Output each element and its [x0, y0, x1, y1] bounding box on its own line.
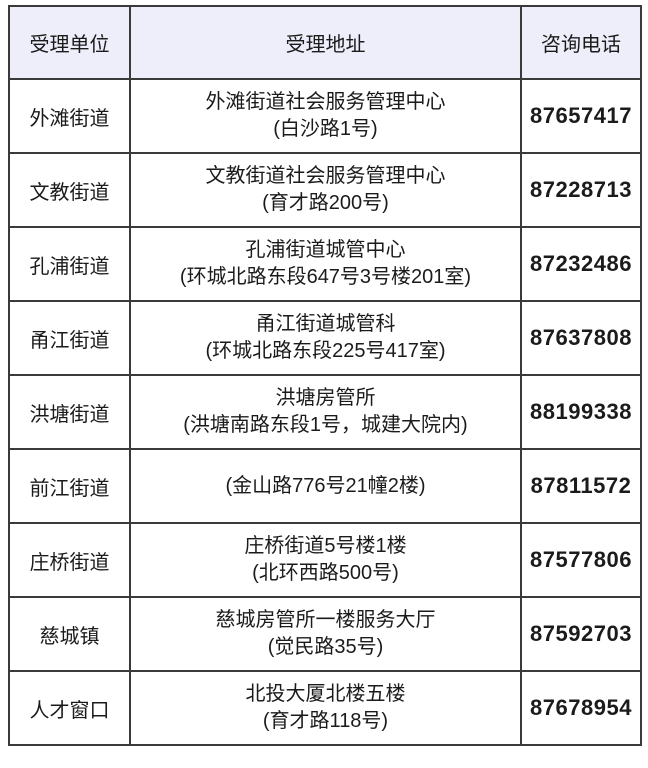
address-line1: 慈城房管所一楼服务大厅	[215, 609, 436, 631]
table-row: 外滩街道 外滩街道社会服务管理中心 (白沙路1号) 87657417	[8, 78, 642, 154]
phone-cell: 87811572	[520, 448, 642, 524]
address-cell: 文教街道社会服务管理中心 (育才路200号)	[129, 152, 522, 228]
address-line2: (环城北路东段647号3号楼201室)	[179, 266, 472, 288]
table-row: 孔浦街道 孔浦街道城管中心 (环城北路东段647号3号楼201室) 87232486	[8, 226, 642, 302]
address-line2: (环城北路东段225号417室)	[205, 340, 446, 362]
contact-table: 受理单位 受理地址 咨询电话 外滩街道 外滩街道社会服务管理中心 (白沙路1号) 87…	[8, 5, 642, 746]
address-line2: (育才路200号)	[262, 192, 389, 214]
address-line1: 孔浦街道城管中心	[245, 239, 406, 261]
unit-cell: 前江街道	[8, 448, 131, 524]
header-unit: 受理单位	[8, 5, 131, 80]
unit-cell: 孔浦街道	[8, 226, 131, 302]
address-cell: 慈城房管所一楼服务大厅 (觉民路35号)	[129, 596, 522, 672]
phone-cell: 88199338	[520, 374, 642, 450]
unit-cell: 甬江街道	[8, 300, 131, 376]
contact-table-container: 受理单位 受理地址 咨询电话 外滩街道 外滩街道社会服务管理中心 (白沙路1号) 87…	[8, 5, 642, 746]
address-cell: 外滩街道社会服务管理中心 (白沙路1号)	[129, 78, 522, 154]
table-body: 外滩街道 外滩街道社会服务管理中心 (白沙路1号) 87657417 文教街道 文教街道社…	[8, 78, 642, 746]
address-line2: (北环西路500号)	[252, 562, 399, 584]
address-line2: (洪塘南路东段1号，城建大院内)	[183, 414, 468, 436]
address-line1: 庄桥街道5号楼1楼	[244, 535, 407, 557]
table-row: 洪塘街道 洪塘房管所 (洪塘南路东段1号，城建大院内) 88199338	[8, 374, 642, 450]
table-row: 甬江街道 甬江街道城管科 (环城北路东段225号417室) 87637808	[8, 300, 642, 376]
unit-cell: 文教街道	[8, 152, 131, 228]
address-line2: (觉民路35号)	[267, 636, 384, 658]
phone-cell: 87678954	[520, 670, 642, 746]
unit-cell: 慈城镇	[8, 596, 131, 672]
header-row: 受理单位 受理地址 咨询电话	[8, 5, 642, 80]
table-row: 庄桥街道 庄桥街道5号楼1楼 (北环西路500号) 87577806	[8, 522, 642, 598]
header-phone: 咨询电话	[520, 5, 642, 80]
table-row: 人才窗口 北投大厦北楼五楼 (育才路118号) 87678954	[8, 670, 642, 746]
unit-cell: 庄桥街道	[8, 522, 131, 598]
phone-cell: 87577806	[520, 522, 642, 598]
address-cell: 北投大厦北楼五楼 (育才路118号)	[129, 670, 522, 746]
address-line1: 文教街道社会服务管理中心	[205, 165, 446, 187]
address-line2: (育才路118号)	[262, 710, 389, 732]
phone-cell: 87232486	[520, 226, 642, 302]
unit-cell: 外滩街道	[8, 78, 131, 154]
table-row: 文教街道 文教街道社会服务管理中心 (育才路200号) 87228713	[8, 152, 642, 228]
address-line1: 甬江街道城管科	[255, 313, 396, 335]
address-line1: 外滩街道社会服务管理中心	[205, 91, 446, 113]
phone-cell: 87637808	[520, 300, 642, 376]
table-row: 前江街道 (金山路776号21幢2楼) 87811572	[8, 448, 642, 524]
table-row: 慈城镇 慈城房管所一楼服务大厅 (觉民路35号) 87592703	[8, 596, 642, 672]
address-line1: 北投大厦北楼五楼	[245, 683, 406, 705]
address-cell: 孔浦街道城管中心 (环城北路东段647号3号楼201室)	[129, 226, 522, 302]
phone-cell: 87657417	[520, 78, 642, 154]
unit-cell: 人才窗口	[8, 670, 131, 746]
unit-cell: 洪塘街道	[8, 374, 131, 450]
address-cell: 庄桥街道5号楼1楼 (北环西路500号)	[129, 522, 522, 598]
address-cell: 甬江街道城管科 (环城北路东段225号417室)	[129, 300, 522, 376]
phone-cell: 87228713	[520, 152, 642, 228]
address-line1: (金山路776号21幢2楼)	[225, 474, 426, 497]
phone-cell: 87592703	[520, 596, 642, 672]
address-line1: 洪塘房管所	[275, 387, 376, 409]
address-cell: (金山路776号21幢2楼)	[129, 448, 522, 524]
header-address: 受理地址	[129, 5, 522, 80]
address-line2: (白沙路1号)	[273, 118, 378, 140]
address-cell: 洪塘房管所 (洪塘南路东段1号，城建大院内)	[129, 374, 522, 450]
